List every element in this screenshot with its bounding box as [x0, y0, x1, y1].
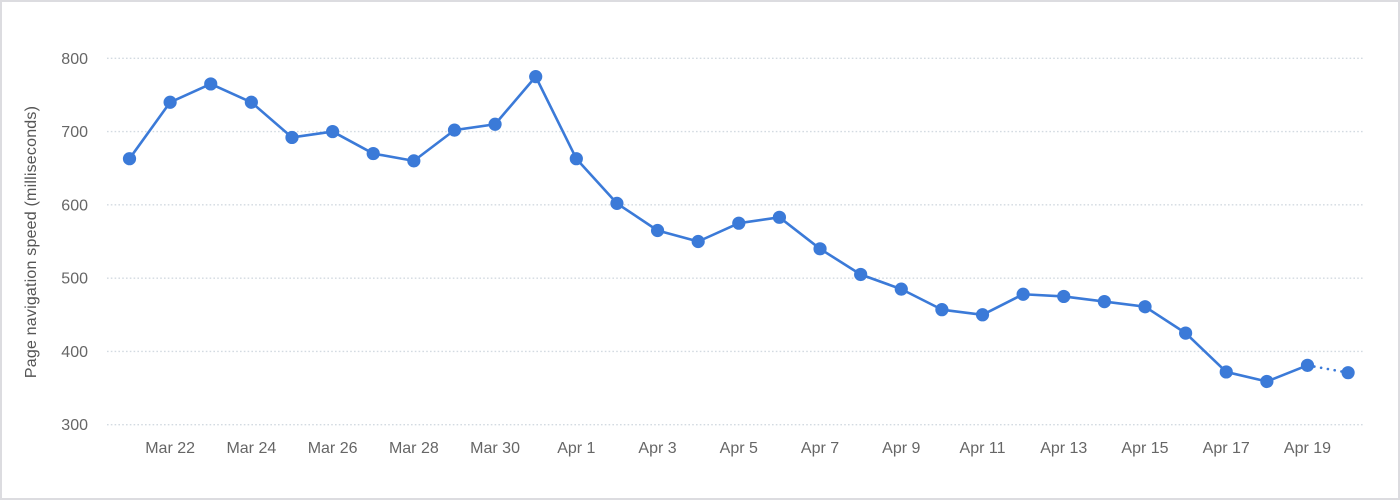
data-point[interactable]: [529, 70, 543, 84]
x-tick-label: Mar 22: [145, 440, 195, 457]
x-tick-label: Mar 24: [226, 440, 276, 457]
data-point[interactable]: [326, 124, 340, 139]
data-point[interactable]: [569, 152, 583, 166]
x-tick-label: Mar 26: [308, 440, 358, 457]
x-tick-label: Apr 5: [720, 440, 758, 457]
data-point[interactable]: [975, 308, 990, 322]
data-point[interactable]: [1219, 365, 1233, 379]
data-point[interactable]: [610, 196, 624, 210]
x-tick-label: Apr 9: [882, 440, 920, 457]
data-point[interactable]: [1057, 289, 1071, 304]
x-tick-label: Apr 15: [1121, 440, 1168, 457]
x-tick-label: Apr 11: [960, 440, 1006, 457]
y-tick-label: 500: [61, 271, 88, 288]
data-point[interactable]: [366, 146, 380, 161]
data-point[interactable]: [772, 210, 787, 224]
data-point[interactable]: [122, 152, 137, 166]
data-point[interactable]: [1138, 300, 1152, 314]
data-point[interactable]: [691, 234, 705, 249]
data-point[interactable]: [285, 130, 299, 145]
y-tick-label: 800: [61, 51, 88, 68]
x-tick-label: Mar 30: [470, 440, 520, 457]
data-point[interactable]: [407, 154, 421, 168]
x-tick-label: Apr 19: [1284, 440, 1331, 457]
x-tick-label: Apr 7: [801, 440, 839, 457]
x-tick-label: Apr 3: [638, 440, 676, 457]
data-point[interactable]: [1097, 294, 1111, 309]
data-point[interactable]: [894, 282, 908, 296]
y-tick-label: 300: [61, 417, 88, 434]
data-point[interactable]: [1300, 358, 1315, 372]
data-point[interactable]: [650, 223, 665, 238]
series-line-dotted-segment: [1306, 364, 1350, 374]
y-tick-label: 400: [61, 344, 88, 361]
data-point[interactable]: [1260, 374, 1274, 389]
data-point[interactable]: [204, 77, 218, 91]
x-tick-label: Apr 17: [1203, 440, 1250, 457]
x-tick-label: Mar 28: [389, 440, 439, 457]
x-tick-label: Apr 13: [1040, 440, 1087, 457]
series-line: [128, 75, 1309, 383]
data-point[interactable]: [163, 95, 177, 109]
data-point[interactable]: [447, 123, 462, 137]
data-point[interactable]: [244, 95, 258, 109]
data-point[interactable]: [488, 117, 502, 131]
data-point[interactable]: [732, 216, 746, 230]
data-point[interactable]: [1179, 326, 1193, 340]
data-point[interactable]: [1016, 287, 1030, 301]
data-point[interactable]: [935, 303, 949, 317]
x-tick-label: Apr 1: [557, 440, 595, 457]
data-point[interactable]: [854, 267, 868, 282]
y-tick-label: 600: [61, 197, 88, 214]
data-point[interactable]: [1341, 366, 1355, 380]
data-point[interactable]: [813, 242, 827, 256]
y-tick-label: 700: [61, 124, 88, 141]
